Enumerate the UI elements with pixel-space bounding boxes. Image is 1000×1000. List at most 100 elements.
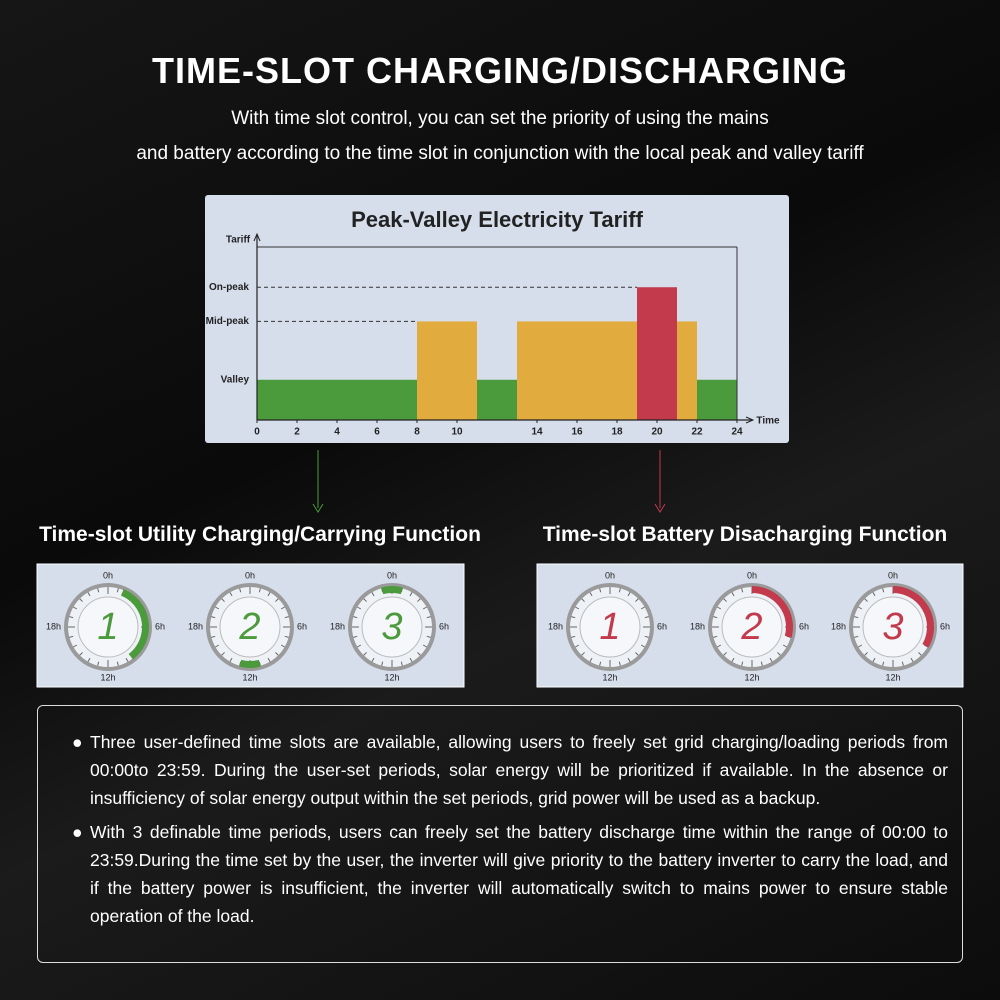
dial-label: 12h [100,672,115,682]
dial-label: 12h [242,672,257,682]
clock-tick [357,606,362,610]
clock-tick [97,588,100,593]
bar [417,321,477,420]
dial-label: 18h [831,621,846,631]
note-text: With 3 definable time periods, users can… [90,822,948,926]
dial-label: 12h [384,672,399,682]
clock-tick [229,592,233,597]
clock-tick [644,616,649,619]
clock-tick [409,657,413,662]
clock-tick [571,635,576,638]
clock-tick [357,644,362,648]
clock-tick [116,661,119,666]
dial-label: 18h [188,621,203,631]
clock-tick [741,588,744,593]
clock-tick [723,598,727,602]
note: ● Three user-defined time slots are avail… [72,732,948,808]
clock-tick [640,644,645,648]
time-slot-arc [892,586,934,648]
x-tick-label: 10 [451,427,463,438]
bar [477,379,517,420]
slot-number: 3 [381,606,402,648]
clock-tick [215,606,220,610]
clock-tick [599,588,602,593]
arrow-head [654,503,666,513]
clock-tick [409,592,413,597]
clock-tick [69,635,74,638]
clock-tick [635,598,639,602]
panel-title: Time-slot Utility Charging/Carrying Func… [39,523,481,546]
clock-tick [280,644,285,648]
dial-label: 12h [602,672,617,682]
arrow-head [312,503,324,513]
clock-tick [215,644,220,648]
clock-tick [353,635,358,638]
note-text: Three user-defined time slots are availa… [90,732,948,808]
dial-label: 6h [297,621,307,631]
dial-label: 0h [245,570,255,580]
axis-arrow [745,416,755,424]
clock-tick [589,592,593,597]
clock-center [77,596,139,658]
clock-tick [353,616,358,619]
y-tick-label: Valley [221,374,250,385]
clock-tick [267,657,271,662]
clock-tick [717,644,722,648]
y-tick-label: Mid-peak [206,316,250,327]
clock-tick [69,616,74,619]
dial-label: 18h [548,621,563,631]
slot-number: 1 [97,606,118,648]
slot-number: 2 [740,606,762,648]
clock-tick [910,657,914,662]
clock-tick [858,644,863,648]
x-tick-label: 6 [374,427,380,438]
slot-number: 3 [882,606,903,648]
x-tick-label: 4 [334,427,340,438]
clock-tick [854,616,859,619]
clock-tick [575,644,580,648]
clock-tick [599,661,602,666]
clock-tick [422,606,427,610]
clock-tick [280,606,285,610]
slot-number: 1 [599,606,620,648]
subtitle: and battery according to the time slot i… [136,143,864,164]
clock-tick [417,598,421,602]
x-tick-label: 18 [611,427,623,438]
clock-tick [713,616,718,619]
notes-box: ● Three user-defined time slots are avail… [37,705,963,963]
time-slot-arc [239,659,261,668]
dial-label: 18h [330,621,345,631]
bar [697,379,737,420]
clock-tick [363,598,367,602]
clock-tick [275,598,279,602]
dial-label: 0h [747,570,757,580]
note: ● With 3 definable time periods, users ca… [72,822,948,926]
dial-label: 0h [387,570,397,580]
clock-tick [918,652,922,656]
clock-center [219,596,281,658]
clock-tick [618,588,621,593]
dial-label: 12h [885,672,900,682]
dial-label: 18h [46,621,61,631]
clock-tick [777,652,781,656]
clock-tick [371,657,375,662]
clock-tick [713,635,718,638]
clock-tick [211,616,216,619]
dial-label: 6h [657,621,667,631]
clock-tick [575,606,580,610]
bar [517,321,637,420]
dial-label: 18h [690,621,705,631]
clock-tick [73,644,78,648]
clock-tick [782,644,787,648]
bar [677,321,697,420]
clock-tick [221,652,225,656]
clock-tick [400,661,403,666]
clock-tick [872,657,876,662]
clock-tick [571,616,576,619]
clock-tick [363,652,367,656]
clock-tick [769,657,773,662]
clock-tick [381,661,384,666]
clock-tick [627,657,631,662]
clock-tick [239,588,242,593]
